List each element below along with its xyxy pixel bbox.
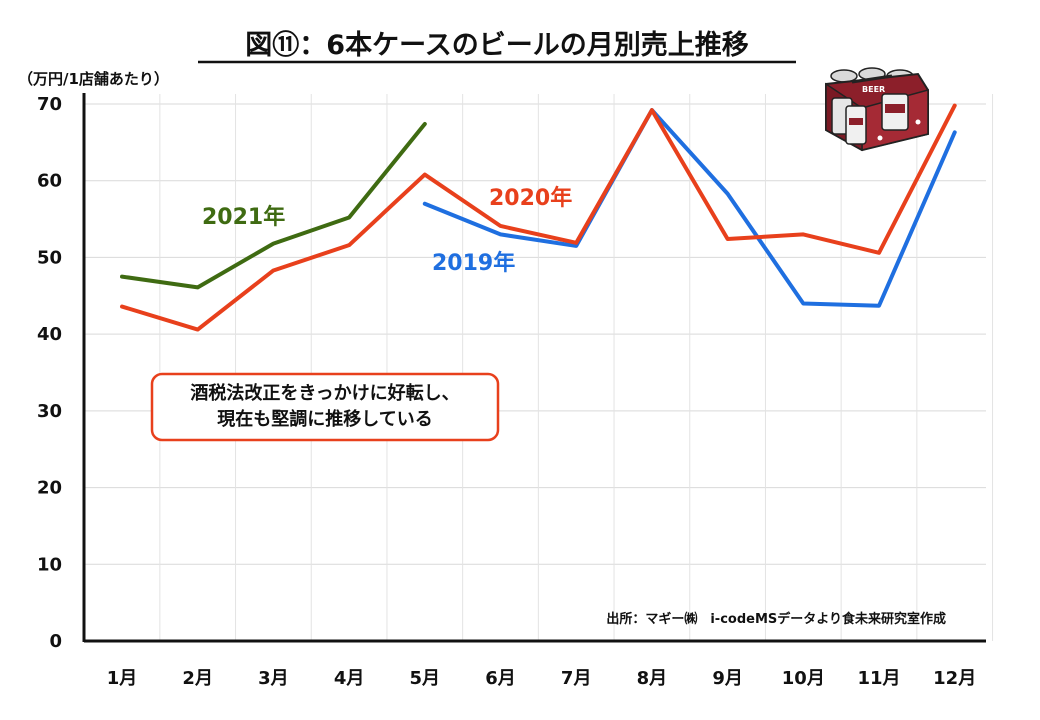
y-tick-label: 50 [37,247,62,268]
x-tick-label: 2月 [182,668,213,689]
y-tick-label: 20 [37,478,62,499]
series-line-2020 [120,103,957,332]
x-tick-label: 9月 [712,668,743,689]
annotation-box [150,372,500,442]
series-label-2021: 2021年 [202,204,285,230]
series-line-2019 [422,108,957,308]
chart-title: 図⑪：6本ケースのビールの月別売上推移 [245,29,748,61]
grid [84,94,994,641]
y-axis-unit: （万円/1店舗あたり） [18,70,169,88]
source-note: 出所：マギー㈱ i-codeMSデータより食未来研究室作成 [606,611,946,627]
y-tick-label: 40 [37,324,62,345]
annotation-callout: 酒税法改正をきっかけに好転し、 現在も堅調に推移している [150,372,500,442]
series-label-2019: 2019年 [432,250,515,276]
annotation-line-1: 酒税法改正をきっかけに好転し、 [190,382,459,404]
x-tick-label: 5月 [410,668,441,689]
x-tick-label: 12月 [933,668,976,689]
annotation-line-2: 現在も堅調に推移している [217,408,432,430]
y-tick-label: 10 [37,554,62,575]
y-tick-label: 0 [49,631,62,652]
y-tick-label: 30 [37,401,62,422]
x-tick-label: 1月 [107,668,138,689]
x-tick-label: 10月 [782,668,825,689]
y-tick-label: 60 [37,171,62,192]
series-line-2021 [120,121,427,290]
x-tick-label: 6月 [485,668,516,689]
x-tick-label: 3月 [258,668,289,689]
svg-text:BEER: BEER [862,85,885,94]
series-label-2020: 2020年 [489,185,572,211]
series-lines [120,103,957,332]
y-tick-label: 70 [37,94,62,115]
x-tick-label: 7月 [561,668,592,689]
x-tick-labels: 1月 2月 3月 4月 5月 6月 7月 8月 9月 10月 11月 12月 [107,668,976,689]
x-tick-label: 4月 [334,668,365,689]
x-tick-label: 8月 [637,668,668,689]
beer-six-pack-icon: BEER [825,67,929,152]
x-tick-label: 11月 [857,668,900,689]
y-tick-labels: 0 10 20 30 40 50 60 70 [37,94,62,652]
